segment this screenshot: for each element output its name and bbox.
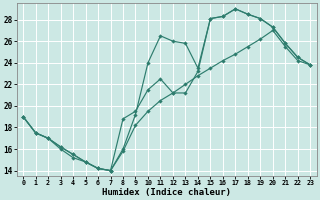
X-axis label: Humidex (Indice chaleur): Humidex (Indice chaleur) bbox=[102, 188, 231, 197]
